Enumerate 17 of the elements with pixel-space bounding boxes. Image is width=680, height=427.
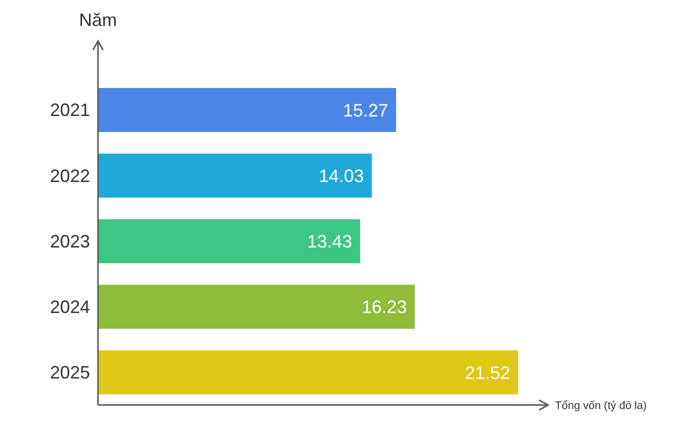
y-tick-label: 2024 xyxy=(50,296,90,317)
y-tick-label: 2023 xyxy=(50,231,90,252)
bar xyxy=(98,88,396,132)
bar xyxy=(98,350,518,394)
y-tick-label: 2025 xyxy=(50,362,90,383)
bar xyxy=(98,154,372,198)
data-label: 14.03 xyxy=(318,166,364,186)
data-label: 21.52 xyxy=(465,362,510,383)
bar xyxy=(98,284,415,329)
data-label: 13.43 xyxy=(307,232,352,252)
y-tick-label: 2022 xyxy=(50,166,90,186)
x-axis-title: Tổng vốn (tỷ đô la) xyxy=(555,400,647,412)
y-axis-title: Năm xyxy=(78,10,118,30)
bar xyxy=(98,219,360,264)
data-label: 15.27 xyxy=(343,100,388,120)
y-tick-label: 2021 xyxy=(50,100,90,120)
data-label: 16.23 xyxy=(362,297,407,318)
